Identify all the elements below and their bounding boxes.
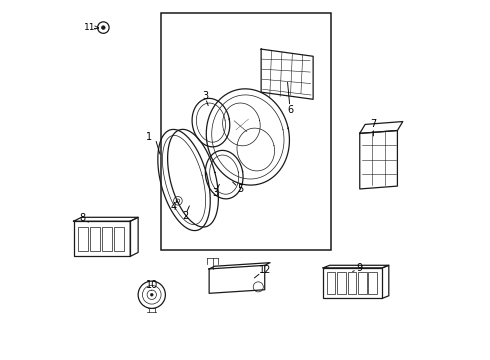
Text: 4: 4 (170, 202, 176, 212)
Bar (358, 272, 367, 294)
Text: 8: 8 (79, 213, 86, 222)
Text: 6: 6 (288, 105, 294, 115)
Bar (78, 226, 88, 251)
Text: 7: 7 (370, 120, 376, 129)
Text: 2: 2 (183, 211, 189, 221)
Text: 12: 12 (259, 265, 271, 275)
Bar (323, 268, 382, 298)
Bar (368, 272, 377, 294)
Text: 3: 3 (213, 188, 219, 198)
Text: 10: 10 (146, 280, 158, 290)
Bar (90, 226, 100, 251)
Text: 11: 11 (84, 23, 96, 32)
Bar (161, 13, 331, 250)
Circle shape (150, 293, 153, 296)
Bar (337, 272, 346, 294)
Bar (102, 226, 112, 251)
Text: 1: 1 (146, 132, 152, 142)
Bar (327, 272, 335, 294)
Bar (347, 272, 356, 294)
Circle shape (101, 26, 105, 30)
Text: 5: 5 (237, 184, 244, 194)
Text: 9: 9 (356, 263, 362, 273)
Bar (114, 226, 124, 251)
Text: 3: 3 (202, 91, 209, 101)
